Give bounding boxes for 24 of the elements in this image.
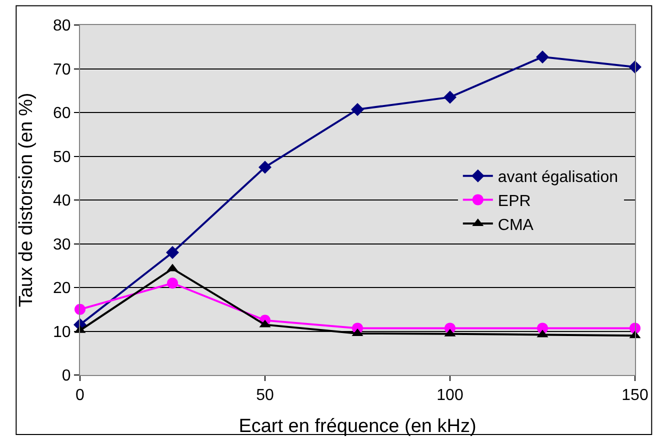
point	[166, 246, 179, 259]
y-axis-title: Taux de distorsion (en %)	[16, 92, 37, 308]
point	[167, 278, 178, 289]
y-tick-label: 30	[53, 236, 71, 254]
point	[536, 50, 549, 64]
legend-label: EPR	[498, 192, 531, 210]
y-tick-label: 70	[53, 61, 71, 78]
x-tick-label: 0	[76, 387, 85, 404]
y-tick-label: 50	[53, 148, 71, 166]
y-tick-label: 60	[53, 105, 71, 122]
y-tick-label: 80	[53, 18, 71, 35]
y-tick-label: 40	[53, 192, 71, 210]
point	[258, 160, 272, 174]
point	[351, 102, 364, 116]
x-tick-label: 100	[436, 387, 464, 404]
x-tick-label: 50	[256, 387, 274, 404]
x-tick-label: 150	[622, 387, 648, 404]
x-axis-title: Ecart en fréquence (en kHz)	[238, 416, 476, 437]
legend-label: avant égalisation	[498, 169, 618, 186]
y-tick-label: 0	[62, 368, 71, 385]
y-tick-label: 20	[53, 280, 71, 298]
y-tick-label: 10	[53, 324, 71, 341]
point	[444, 90, 456, 104]
legend-label: CMA	[498, 216, 534, 234]
